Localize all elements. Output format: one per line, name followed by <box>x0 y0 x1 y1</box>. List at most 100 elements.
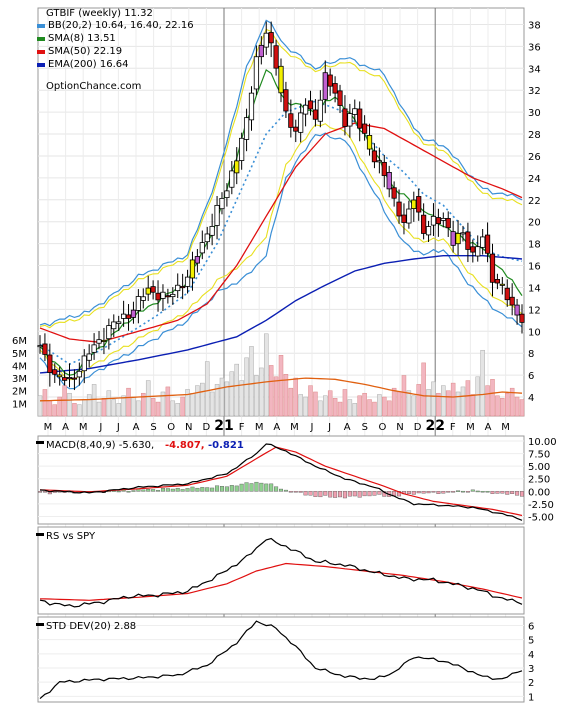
macd-histogram-bar <box>367 491 372 497</box>
candle-body <box>239 137 245 161</box>
candle-body <box>130 309 137 318</box>
volume-bar <box>219 377 225 417</box>
volume-bar <box>303 396 308 417</box>
stddev-tick-label: 3 <box>528 664 534 675</box>
volume-bar <box>141 392 146 417</box>
macd-histogram-bar <box>293 491 298 493</box>
candle-body <box>307 100 314 110</box>
ema200-line <box>39 255 523 374</box>
candle-body <box>509 296 515 306</box>
price-tick-label: 20 <box>528 218 541 229</box>
volume-bar <box>318 400 323 417</box>
watermark-label: OptionChance.com <box>46 81 141 92</box>
macd-histogram-bar <box>269 483 274 492</box>
volume-bar <box>426 389 431 417</box>
volume-bar <box>229 371 235 417</box>
macd-histogram-bar <box>229 485 234 492</box>
price-tick-label: 6 <box>528 371 534 382</box>
macd-histogram-bar <box>475 490 480 493</box>
macd-histogram-bar <box>264 483 269 492</box>
volume-bar <box>111 399 117 417</box>
volume-bar <box>200 382 205 417</box>
price-tick-label: 10 <box>528 327 541 338</box>
x-axis-label: M <box>466 422 475 433</box>
legend-swatch <box>37 50 45 54</box>
candle-body <box>322 72 328 100</box>
macd-histogram-bar <box>382 491 387 497</box>
candle-body <box>430 215 437 226</box>
candle-body <box>386 172 392 190</box>
volume-bar <box>190 392 195 417</box>
price-tick-label: 26 <box>528 152 541 163</box>
candle-body <box>86 353 92 361</box>
stddev-panel <box>37 616 525 703</box>
candle-body <box>224 190 230 199</box>
macd-line <box>39 443 523 521</box>
candle-body <box>293 126 299 132</box>
candle-body <box>106 325 112 340</box>
macd-histogram-bar <box>274 486 279 492</box>
stddev-legend-swatch <box>36 623 44 626</box>
volume-bar <box>396 391 402 417</box>
macd-tick-label: 10.00 <box>528 437 557 448</box>
macd-histogram-bar <box>200 487 205 492</box>
candle-body <box>499 283 505 286</box>
macd-histogram-bar <box>313 491 318 497</box>
macd-histogram-bar <box>406 491 411 494</box>
price-tick-label: 22 <box>528 196 541 207</box>
candle-body <box>347 113 353 127</box>
candle-body <box>332 83 338 94</box>
volume-bar <box>411 395 417 417</box>
macd-histogram-bar <box>505 491 510 495</box>
x-axis-label: 21 <box>214 418 233 434</box>
candle-body <box>229 170 235 188</box>
volume-bar <box>485 385 490 417</box>
stddev-tick-label: 2 <box>528 678 534 689</box>
x-axis-label: 22 <box>425 418 444 434</box>
volume-bar <box>288 387 294 417</box>
candle-body <box>42 343 48 355</box>
volume-bar <box>372 401 377 417</box>
macd-histogram-bar <box>180 489 185 492</box>
x-axis-label: A <box>273 422 280 433</box>
x-axis-label: A <box>344 422 351 433</box>
volume-bar <box>77 404 82 417</box>
macd-histogram-bar <box>500 491 505 494</box>
candle-body <box>57 374 63 378</box>
price-tick-label: 4 <box>528 393 534 404</box>
macd-histogram-bar <box>347 491 352 497</box>
candle-body <box>504 287 510 301</box>
x-axis-label: A <box>485 422 492 433</box>
volume-bar <box>509 387 515 417</box>
macd-histogram-bar <box>249 483 254 492</box>
candle-body <box>470 246 476 253</box>
volume-bar <box>406 390 412 417</box>
price-tick-label: 34 <box>528 64 541 75</box>
stddev-tick-label: 5 <box>528 636 534 647</box>
volume-bar <box>160 391 166 417</box>
macd-tick-label: 5.00 <box>528 462 550 473</box>
candle-body <box>150 286 156 293</box>
candle-body <box>248 92 255 121</box>
x-axis-label: S <box>150 422 156 433</box>
volume-bar <box>465 380 471 417</box>
volume-bar <box>214 384 220 417</box>
candle-body <box>194 256 200 264</box>
candle-body <box>450 231 456 246</box>
macd-histogram-bar <box>416 491 421 494</box>
candle-body <box>234 160 240 174</box>
candle-body <box>327 74 333 87</box>
macd-histogram-bar <box>205 487 210 492</box>
candle-body <box>135 296 141 311</box>
legend-label: SMA(8) 13.51 <box>48 33 116 44</box>
volume-bar <box>145 380 151 417</box>
sma50-line <box>39 122 523 343</box>
volume-bar <box>308 385 313 417</box>
legend-label: EMA(200) 16.64 <box>48 59 128 70</box>
x-axis-label: M <box>79 422 88 433</box>
candle-body <box>145 287 151 295</box>
macd-histogram-bar <box>328 491 333 498</box>
x-axis-label: J <box>116 422 120 433</box>
volume-bar <box>96 401 102 417</box>
